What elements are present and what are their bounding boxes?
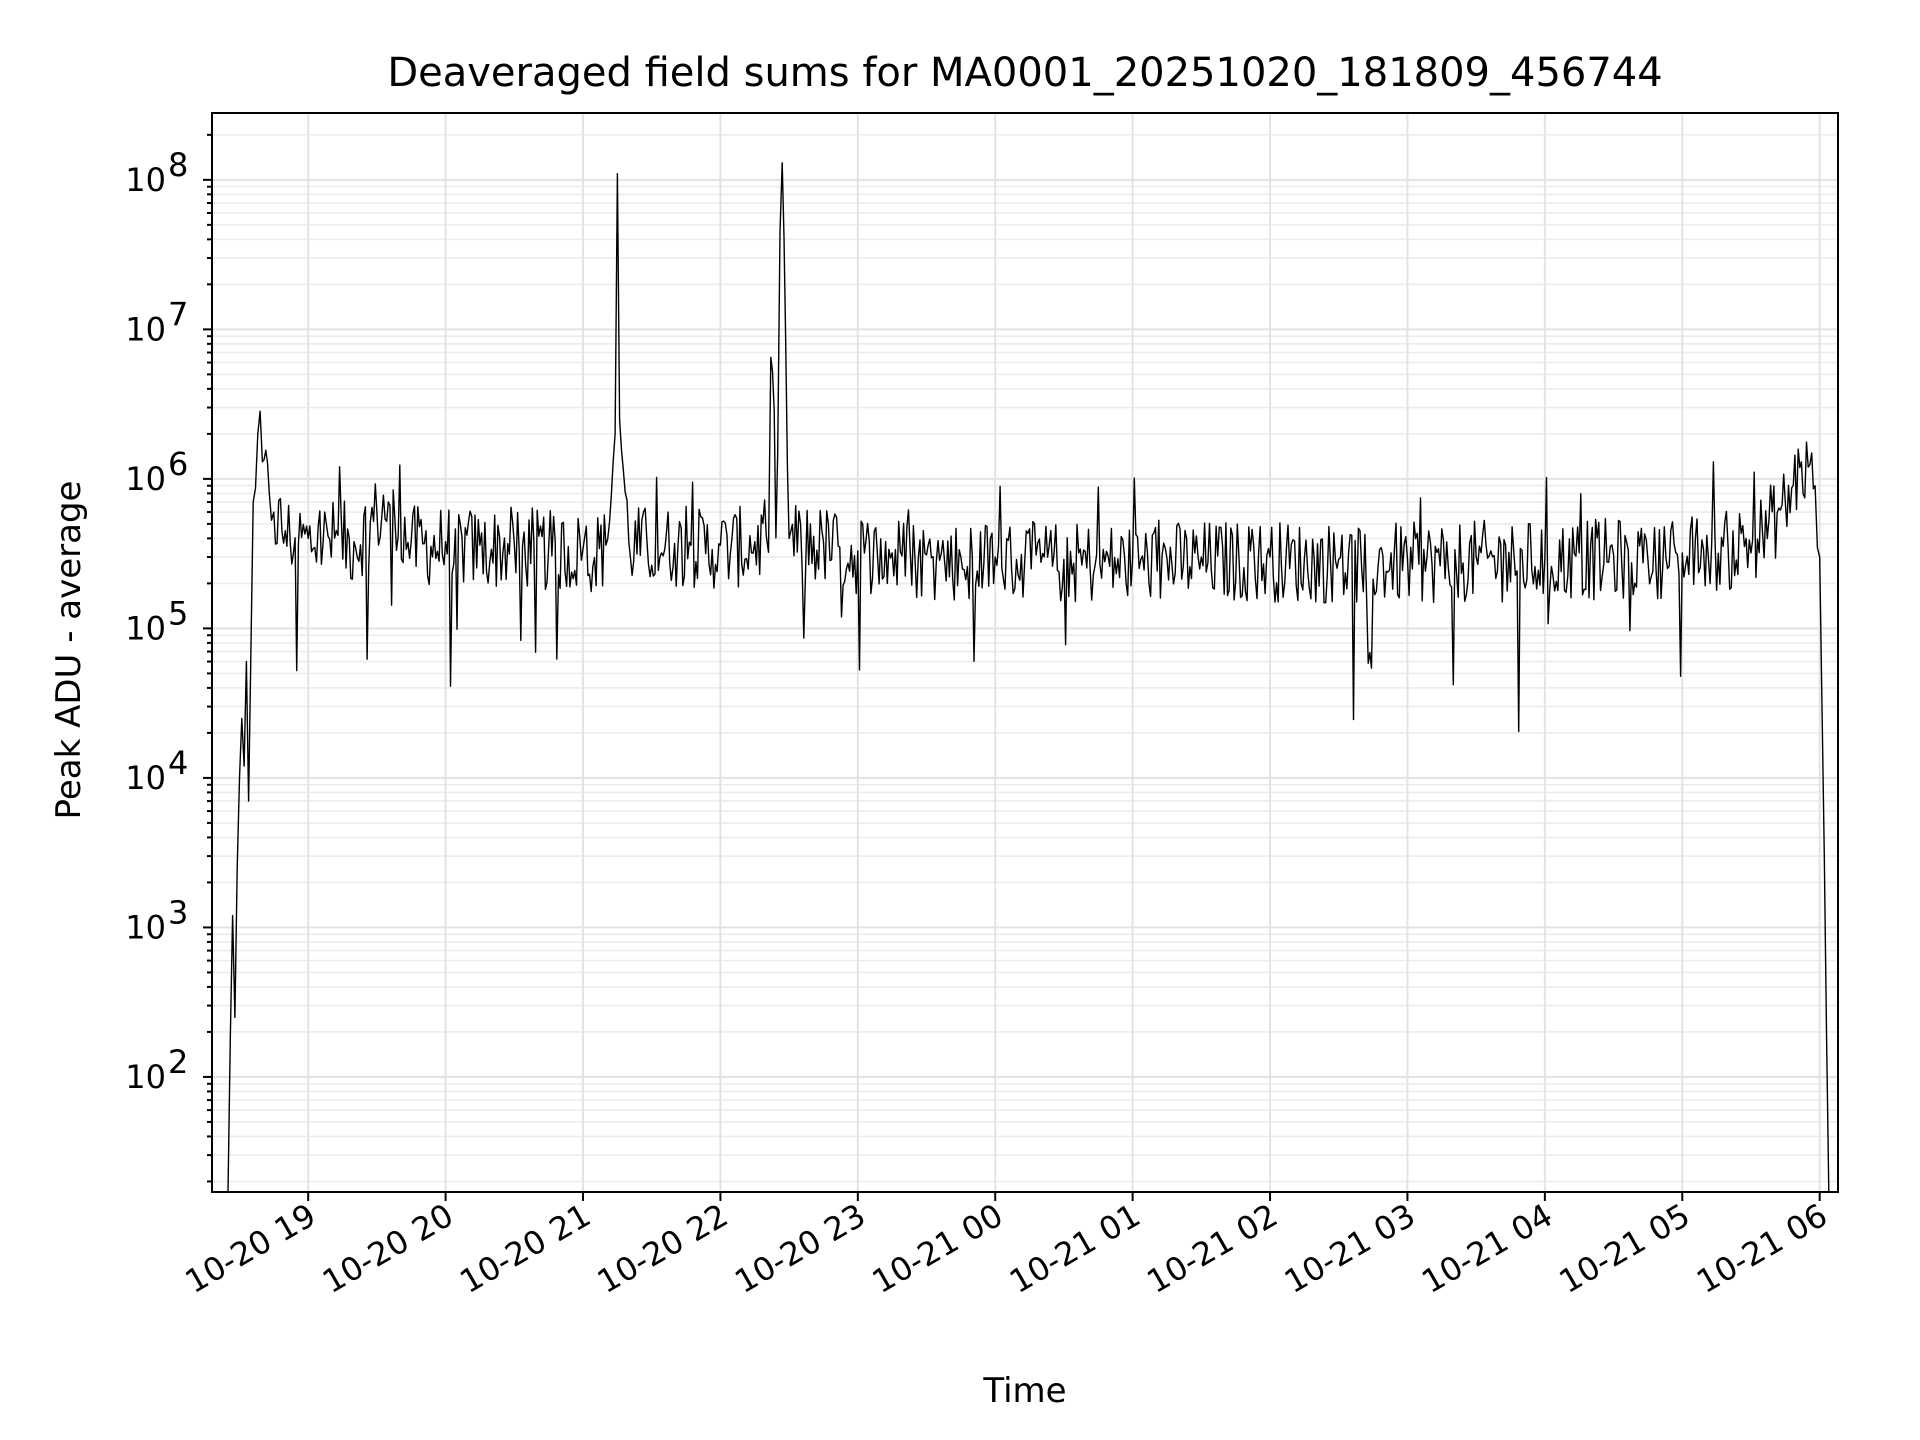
y-tick-label: 10 [125, 759, 166, 797]
y-tick-exponent: 6 [168, 445, 188, 483]
y-tick-exponent: 3 [168, 893, 188, 931]
y-tick-exponent: 7 [168, 295, 188, 333]
y-tick-label: 10 [125, 1058, 166, 1096]
y-tick-label: 10 [125, 908, 166, 946]
y-tick-label: 10 [125, 609, 166, 647]
y-tick-exponent: 4 [168, 744, 188, 782]
major-gridlines [212, 113, 1838, 1192]
y-axis-label: Peak ADU - average [49, 481, 89, 820]
series-layer [227, 162, 1830, 1193]
chart-title: Deaveraged field sums for MA0001_2025102… [387, 50, 1662, 96]
y-tick-label: 10 [125, 460, 166, 498]
y-tick-label: 10 [125, 310, 166, 348]
series-line [227, 162, 1830, 1193]
y-tick-label: 10 [125, 161, 166, 199]
minor-gridlines [212, 134, 1838, 1183]
x-axis-label: Time [982, 1371, 1066, 1411]
y-tick-exponent: 2 [168, 1043, 188, 1081]
axis-ticks [203, 133, 1821, 1201]
y-tick-exponent: 5 [168, 594, 188, 632]
y-tick-exponent: 8 [168, 146, 188, 184]
